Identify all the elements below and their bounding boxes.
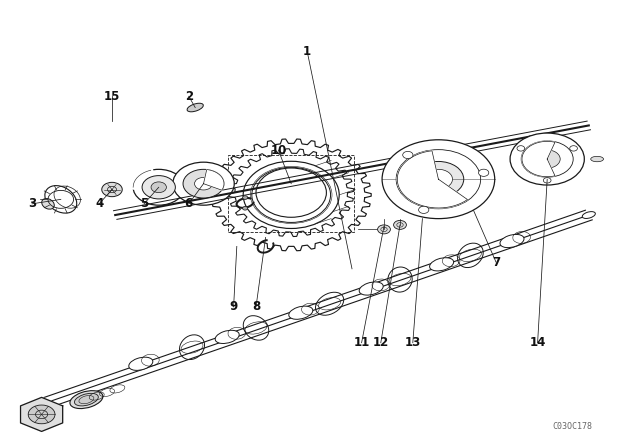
Text: 13: 13 xyxy=(404,336,421,349)
Text: 10: 10 xyxy=(270,143,287,157)
Ellipse shape xyxy=(359,282,383,295)
Ellipse shape xyxy=(500,234,524,248)
Text: 12: 12 xyxy=(372,336,389,349)
Circle shape xyxy=(378,225,390,234)
Circle shape xyxy=(419,206,429,213)
Circle shape xyxy=(543,178,551,183)
Ellipse shape xyxy=(215,330,239,344)
Circle shape xyxy=(510,133,584,185)
Ellipse shape xyxy=(45,185,77,213)
Ellipse shape xyxy=(74,393,99,406)
Ellipse shape xyxy=(187,103,204,112)
Text: 14: 14 xyxy=(529,336,546,349)
Circle shape xyxy=(479,169,489,177)
Circle shape xyxy=(382,140,495,219)
Text: 7: 7 xyxy=(492,255,500,269)
Circle shape xyxy=(142,176,175,199)
Circle shape xyxy=(173,162,234,205)
Ellipse shape xyxy=(429,258,454,271)
Circle shape xyxy=(413,161,464,197)
Circle shape xyxy=(517,146,525,151)
Ellipse shape xyxy=(289,306,313,319)
Polygon shape xyxy=(20,397,63,431)
Circle shape xyxy=(403,151,413,159)
Text: C03OC178: C03OC178 xyxy=(553,422,593,431)
Circle shape xyxy=(243,196,248,199)
Circle shape xyxy=(151,182,166,193)
Circle shape xyxy=(424,169,452,189)
Ellipse shape xyxy=(42,198,54,209)
Polygon shape xyxy=(204,169,224,190)
Ellipse shape xyxy=(129,357,153,370)
Polygon shape xyxy=(522,142,555,177)
Text: 6: 6 xyxy=(185,197,193,211)
Text: 4: 4 xyxy=(95,197,103,211)
Circle shape xyxy=(394,220,406,229)
Ellipse shape xyxy=(582,211,595,219)
Circle shape xyxy=(133,169,184,205)
Ellipse shape xyxy=(591,156,604,162)
Text: 3: 3 xyxy=(28,197,36,211)
Ellipse shape xyxy=(70,391,103,409)
Circle shape xyxy=(252,168,331,223)
Circle shape xyxy=(28,405,55,424)
Polygon shape xyxy=(397,151,467,208)
Circle shape xyxy=(102,182,122,197)
Text: 15: 15 xyxy=(104,90,120,103)
Text: 11: 11 xyxy=(353,336,370,349)
Text: 9: 9 xyxy=(230,300,237,314)
Text: 5: 5 xyxy=(140,197,148,211)
Circle shape xyxy=(183,169,224,198)
Circle shape xyxy=(243,161,339,228)
Text: 8: 8 xyxy=(252,300,260,314)
Circle shape xyxy=(534,150,560,168)
Text: 2: 2 xyxy=(185,90,193,103)
Circle shape xyxy=(243,207,248,210)
Circle shape xyxy=(195,177,212,190)
Circle shape xyxy=(570,146,577,151)
Text: 1: 1 xyxy=(303,45,311,58)
Circle shape xyxy=(256,168,326,217)
